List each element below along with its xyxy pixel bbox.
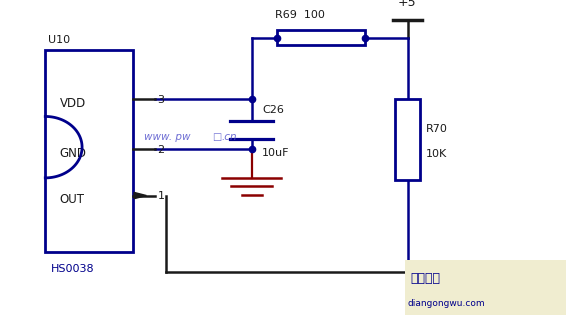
Text: IRQ: IRQ xyxy=(419,271,436,281)
Text: +5: +5 xyxy=(397,0,416,9)
Bar xyxy=(277,30,365,45)
Text: .cn: .cn xyxy=(222,132,238,142)
Text: R69  100: R69 100 xyxy=(275,10,324,20)
Text: www. pw: www. pw xyxy=(144,132,191,142)
Text: C26: C26 xyxy=(262,106,284,115)
Bar xyxy=(405,260,566,315)
Bar xyxy=(395,99,420,180)
Text: 1: 1 xyxy=(157,191,164,201)
Text: 2: 2 xyxy=(157,145,165,155)
Text: OUT: OUT xyxy=(59,193,84,206)
Text: HS0038: HS0038 xyxy=(51,265,95,274)
Text: 10uF: 10uF xyxy=(262,148,290,158)
Polygon shape xyxy=(134,192,147,199)
Bar xyxy=(45,50,133,252)
Text: 3: 3 xyxy=(157,94,164,105)
Text: 10K: 10K xyxy=(426,149,447,159)
Text: GND: GND xyxy=(59,147,87,160)
Text: VDD: VDD xyxy=(59,97,85,110)
Text: diangongwu.com: diangongwu.com xyxy=(408,299,485,307)
Text: □: □ xyxy=(212,132,221,142)
Text: U10: U10 xyxy=(48,35,70,44)
Text: 电工之屋: 电工之屋 xyxy=(410,272,440,285)
Text: R70: R70 xyxy=(426,123,448,134)
